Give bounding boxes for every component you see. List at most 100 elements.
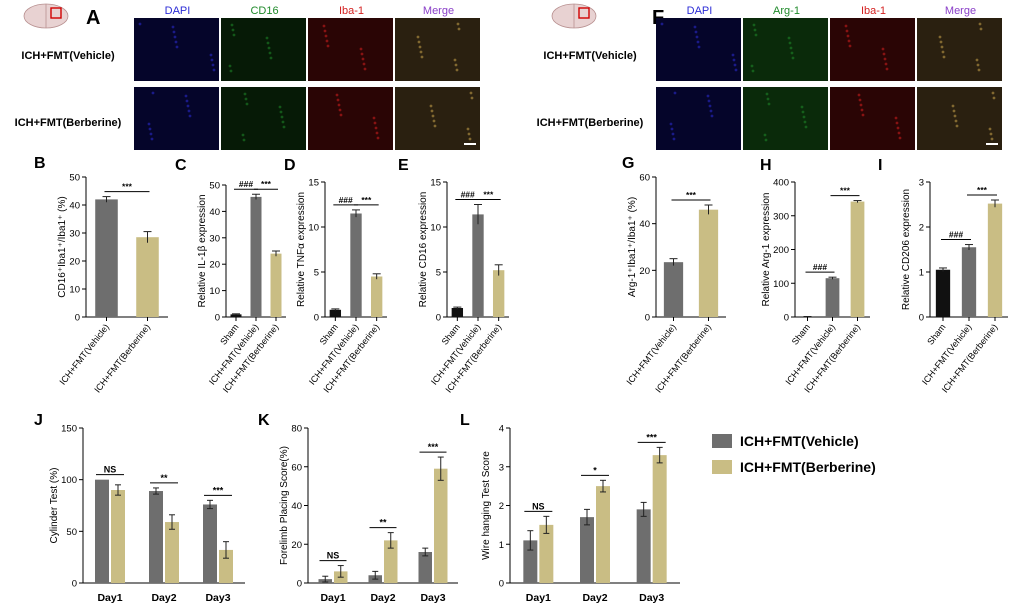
x-tick-label: Day1 (526, 592, 551, 604)
cell-speckle (764, 138, 768, 142)
cell-speckle (732, 58, 736, 62)
y-tick-label: 60 (291, 462, 302, 473)
cell-speckle (375, 131, 379, 135)
cell-speckle (242, 138, 246, 142)
channel-label: DAPI (687, 5, 713, 17)
y-tick-label: 1 (499, 540, 504, 551)
significance-label: *** (428, 442, 439, 452)
cell-speckle (884, 62, 888, 66)
cell-speckle (942, 55, 946, 59)
cell-speckle (175, 45, 179, 49)
cell-speckle (339, 113, 343, 117)
y-tick-label: 0 (75, 313, 80, 324)
legend-label: ICH+FMT(Vehicle) (740, 433, 859, 449)
cell-speckle (173, 35, 177, 39)
bar (149, 491, 163, 583)
cell-speckle (229, 69, 233, 73)
bar (987, 203, 1003, 317)
cell-speckle (861, 113, 865, 117)
cell-speckle (336, 98, 340, 102)
cell-speckle (359, 47, 363, 51)
cell-speckle (322, 24, 326, 28)
micrograph-image (656, 87, 741, 150)
row-label: ICH+FMT(Berberine) (537, 117, 644, 129)
cell-speckle (673, 91, 677, 95)
cell-speckle (151, 91, 155, 95)
channel-label: CD16 (250, 5, 278, 17)
cell-speckle (419, 50, 423, 54)
y-axis-label: Relative CD206 expression (901, 189, 912, 310)
cell-speckle (951, 104, 955, 108)
micrograph-image (656, 18, 741, 81)
x-tick-label: Day3 (205, 592, 230, 604)
cell-speckle (734, 68, 738, 72)
y-tick-label: 10 (69, 285, 80, 296)
cell-speckle (953, 114, 957, 118)
y-axis-label: Cylinder Test (%) (49, 468, 60, 544)
y-tick-label: 30 (209, 233, 220, 244)
significance-label: *** (977, 185, 988, 195)
cell-speckle (939, 40, 943, 44)
cell-speckle (241, 133, 245, 137)
panel-letter: G (622, 155, 634, 172)
cell-speckle (896, 126, 900, 130)
cell-speckle (337, 103, 341, 107)
cell-speckle (280, 115, 284, 119)
significance-label: ### (949, 230, 963, 240)
cell-speckle (279, 110, 283, 114)
cell-speckle (466, 127, 470, 131)
y-tick-label: 0 (72, 579, 77, 590)
bar (95, 199, 118, 317)
cell-speckle (150, 137, 154, 141)
cell-speckle (707, 99, 711, 103)
cell-speckle (992, 96, 996, 100)
bar (698, 209, 719, 317)
bar (270, 253, 282, 317)
x-tick-label: Sham (790, 322, 812, 347)
y-axis-label: CD16⁺Iba1⁺/Iba1⁺ (%) (57, 196, 68, 297)
cell-speckle (416, 35, 420, 39)
cell-speckle (323, 29, 327, 33)
cell-speckle (975, 58, 979, 62)
cell-speckle (787, 36, 791, 40)
channel-label: Iba-1 (861, 5, 886, 17)
channel-label: DAPI (165, 5, 191, 17)
micrograph-image (308, 87, 393, 150)
cell-speckle (338, 108, 342, 112)
y-tick-label: 15 (308, 178, 319, 189)
cell-speckle (267, 46, 271, 50)
micrograph-image (395, 87, 480, 150)
cell-speckle (978, 22, 982, 26)
bar (384, 540, 398, 583)
cell-speckle (324, 34, 328, 38)
significance-label: *** (213, 485, 224, 495)
cell-speckle (881, 47, 885, 51)
significance-label: * (593, 465, 597, 475)
cell-speckle (431, 114, 435, 118)
cell-speckle (846, 34, 850, 38)
bar (165, 522, 179, 583)
cell-speckle (979, 27, 983, 31)
y-tick-label: 0 (314, 313, 319, 324)
cell-speckle (697, 45, 701, 49)
cell-speckle (696, 40, 700, 44)
cell-speckle (374, 126, 378, 130)
chart-panel-l: L 0 1 2 3 4 Wire hanging Test Score Day1 NS Day2 *… (460, 412, 680, 604)
cell-speckle (857, 93, 861, 97)
cell-speckle (709, 109, 713, 113)
cell-speckle (266, 41, 270, 45)
significance-label: *** (840, 186, 851, 196)
micrograph-image (134, 18, 219, 81)
cell-speckle (372, 116, 376, 120)
y-tick-label: 40 (291, 501, 302, 512)
cell-speckle (186, 104, 190, 108)
panel-letter: E (398, 157, 409, 174)
y-tick-label: 0 (499, 579, 504, 590)
cell-speckle (895, 121, 899, 125)
y-tick-label: 5 (314, 268, 319, 279)
